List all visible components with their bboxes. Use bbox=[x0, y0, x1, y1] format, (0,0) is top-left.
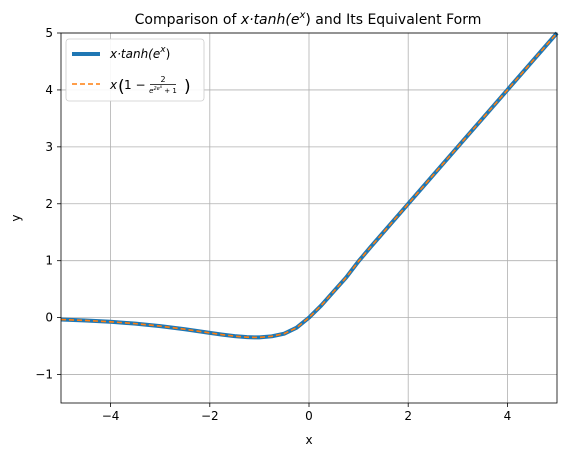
y-tick-label: −1 bbox=[35, 368, 53, 382]
y-axis-label: y bbox=[9, 214, 23, 221]
x-tick-label: 0 bbox=[305, 409, 313, 423]
y-tick-label: 4 bbox=[45, 83, 53, 97]
y-tick-label: 3 bbox=[45, 140, 53, 154]
legend-formula-denominator: e2ex + 1 bbox=[149, 84, 177, 95]
legend-paren-open: ( bbox=[118, 77, 125, 97]
chart-title: Comparison of x·tanh(ex) and Its Equival… bbox=[135, 10, 482, 28]
y-tick-label: 1 bbox=[45, 254, 53, 268]
x-axis-label: x bbox=[305, 433, 312, 447]
legend-box bbox=[65, 38, 205, 102]
x-tick-label: −4 bbox=[102, 409, 120, 423]
y-tick-label: 2 bbox=[45, 197, 53, 211]
y-tick-label: 5 bbox=[45, 26, 53, 40]
y-tick-label: 0 bbox=[45, 311, 53, 325]
legend-formula-numerator: 2 bbox=[160, 75, 165, 84]
legend-label-series-1: x·tanh(ex) bbox=[109, 45, 170, 61]
legend-paren-close: ) bbox=[184, 77, 191, 97]
legend: x·tanh(ex) x ( 1 − 2 e2ex + 1 ) bbox=[65, 38, 205, 102]
legend-label-series-2: x ( 1 − 2 e2ex + 1 ) bbox=[109, 75, 191, 97]
x-tick-label: 2 bbox=[404, 409, 412, 423]
series-layer bbox=[60, 31, 559, 340]
legend-formula-one: 1 − bbox=[124, 78, 146, 92]
legend-label-series-2-var: x bbox=[109, 78, 118, 92]
x-tick-label: 4 bbox=[504, 409, 512, 423]
x-tick-label: −2 bbox=[201, 409, 219, 423]
ticks: −4 −2 0 2 4 −1 0 1 2 3 4 5 bbox=[35, 26, 511, 423]
series-line-2 bbox=[60, 32, 558, 339]
